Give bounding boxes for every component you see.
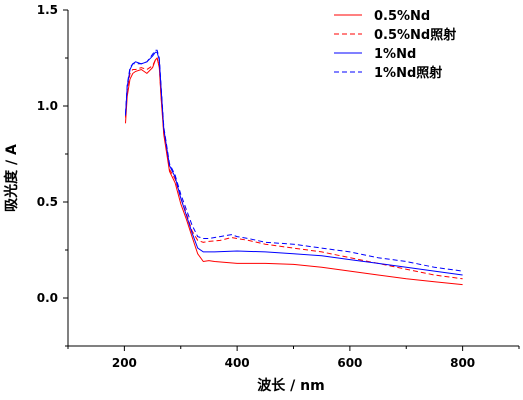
axes: 0.0 0.5 1.0 1.5 200 400 600 800	[37, 3, 520, 370]
legend-label-1: 0.5%Nd	[374, 9, 430, 24]
x-tick-label: 800	[450, 356, 475, 370]
x-tick-label: 200	[112, 356, 137, 370]
series-line-1	[125, 56, 463, 286]
legend-label-3: 1%Nd	[374, 47, 416, 62]
x-tick-label: 600	[337, 356, 362, 370]
x-tick-label: 400	[225, 356, 250, 370]
x-axis-title: 波长 / nm	[257, 377, 324, 394]
y-axis-title: 吸光度 / A	[3, 144, 20, 212]
legend: 0.5%Nd 0.5%Nd照射 1%Nd 1%Nd照射	[334, 9, 456, 81]
series-line-2	[125, 56, 463, 280]
y-tick-label: 1.5	[37, 3, 58, 17]
y-tick-label: 0.0	[37, 291, 58, 305]
series-line-4	[125, 49, 463, 272]
legend-label-4: 1%Nd照射	[374, 65, 442, 81]
y-tick-label: 0.5	[37, 195, 58, 209]
plot-lines	[125, 49, 463, 286]
series-line-3	[125, 51, 463, 276]
legend-label-2: 0.5%Nd照射	[374, 27, 456, 43]
y-tick-label: 1.0	[37, 99, 58, 113]
